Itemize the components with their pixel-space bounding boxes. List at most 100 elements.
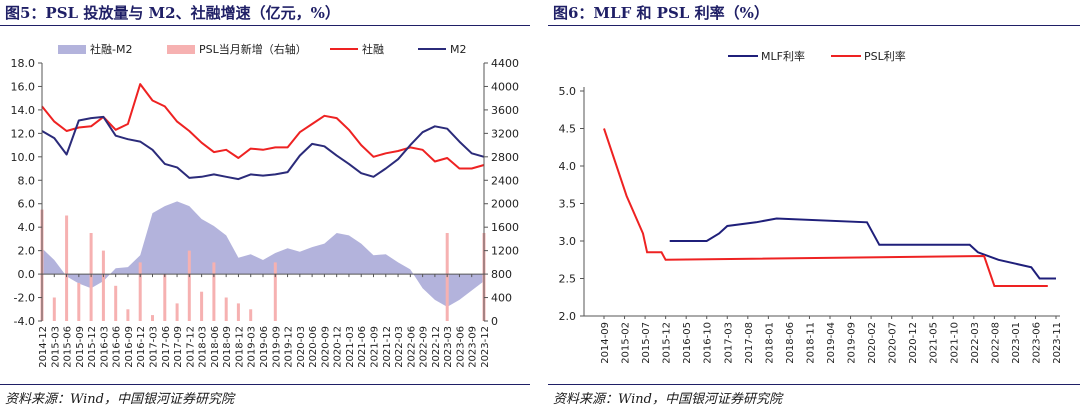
x-tick-label: 2022-08 [990,322,1001,364]
left-chart-svg: 18.0 16.0 14.0 12.0 10.0 8.0 6.0 4.0 2.0 0.0 -2.0 -… [11,42,520,368]
y-tick-label: 16.0 [11,80,36,93]
right-title-rule [548,25,1080,26]
x-tick-label: 2022-03 [970,322,981,364]
x-tick-label: 2016-09 [124,326,135,368]
psl-bar [200,291,204,321]
x-tick-label: 2021-06 [357,326,368,368]
x-tick-label: 2020-03 [296,326,307,368]
left-source-rule [0,384,530,385]
y2-tick-label: 4000 [491,80,519,93]
psl-bar [273,262,277,321]
x-tick-label: 2019-04 [826,322,837,364]
y2-tick-label: 0 [491,315,498,328]
x-tick-label: 2015-07 [641,322,652,364]
psl-bar [212,262,216,321]
x-tick-label: 2018-06 [785,322,796,364]
x-tick-label: 2014-12 [38,326,49,368]
x-tick-label: 2017-06 [161,326,172,368]
psl-bar [126,309,130,321]
y2-tick-label: 4400 [491,57,519,70]
y-tick-label: 2.0 [18,245,36,258]
y-tick-label: 18.0 [11,57,36,70]
psl-bar [151,315,154,321]
x-tick-label: 2019-03 [247,326,258,368]
x-tick-label: 2020-06 [308,326,319,368]
psl-bar [65,215,69,321]
y-tick-label: -4.0 [14,315,35,328]
psl-bar [187,250,191,321]
x-tick-label: 2023-06 [1031,322,1042,364]
series-line-mlf-rate [669,217,1056,280]
x-tick-label: 2014-09 [600,322,611,364]
left-chart-title: 图5：PSL 投放量与 M2、社融增速（亿元，%） [5,4,340,22]
y-tick-label: 2.5 [559,273,577,286]
series-line-psl-rate [603,128,1048,287]
psl-bar [114,285,118,321]
y-tick-label: 10.0 [11,151,36,164]
legend-label: M2 [450,43,467,56]
x-tick-label: 2019-06 [259,326,270,368]
y2-tick-label: 3600 [491,104,519,117]
psl-bar [224,297,228,321]
x-tick-label: 2022-12 [431,326,442,368]
y2-tick-label: 3200 [491,127,519,140]
y-tick-label: 0.0 [18,268,36,281]
psl-bar [236,303,240,321]
x-tick-label: 2022-09 [419,326,430,368]
x-tick-label: 2017-09 [173,326,184,368]
right-source-note: 资料来源：Wind，中国银河证券研究院 [553,392,782,407]
legend-label: PSL利率 [864,49,906,63]
x-tick-label: 2017-03 [723,322,734,364]
y-tick-label: 3.5 [559,198,577,211]
y-tick-label: 6.0 [18,198,36,211]
x-tick-label: 2015-12 [662,322,673,364]
y2-tick-label: 2400 [491,174,519,187]
psl-bar [175,303,179,321]
x-tick-label: 2021-10 [949,322,960,364]
right-chart-title: 图6：MLF 和 PSL 利率（%） [553,4,769,22]
psl-bar [163,274,167,321]
x-tick-label: 2015-12 [87,326,98,368]
x-tick-label: 2016-06 [112,326,123,368]
x-tick-label: 2018-01 [764,322,775,364]
psl-bar [138,262,142,321]
x-tick-label: 2015-06 [63,326,74,368]
x-tick-label: 2016-12 [136,326,147,368]
x-tick-label: 2020-07 [888,322,899,364]
x-tick-label: 2021-03 [345,326,356,368]
x-tick-label: 2017-03 [149,326,160,368]
y2-tick-label: 800 [491,268,512,281]
right-chart-svg: 5.0 4.5 4.0 3.5 3.0 2.5 2.0 2014-09 2015-02 2015-… [559,49,1064,364]
y-tick-label: 4.0 [18,221,36,234]
y2-tick-label: 1200 [491,245,519,258]
right-chart-panel: 图6：MLF 和 PSL 利率（%） 5.0 4.5 4.0 3.5 3.0 2.5 2.0… [548,0,1080,409]
legend-label: MLF利率 [761,49,805,63]
series-line-she-rong [41,83,485,170]
x-tick-label: 2022-03 [394,326,405,368]
x-tick-label: 2016-10 [703,322,714,364]
x-tick-label: 2017-12 [185,326,196,368]
x-tick-label: 2016-03 [99,326,110,368]
x-tick-label: 2023-09 [468,326,479,368]
left-chart-panel: 图5：PSL 投放量与 M2、社融增速（亿元，%） 18.0 16.0 14.0 12… [0,0,530,409]
y-tick-label: 8.0 [18,174,36,187]
legend-label: 社融 [362,42,384,56]
x-tick-label: 2020-02 [867,322,878,364]
y2-tick-label: 400 [491,292,512,305]
x-tick-label: 2018-12 [234,326,245,368]
x-tick-label: 2019-09 [847,322,858,364]
x-tick-label: 2021-12 [382,326,393,368]
psl-bar [101,250,105,321]
x-tick-label: 2023-01 [1011,322,1022,364]
x-tick-label: 2023-11 [1052,322,1063,364]
x-tick-label: 2023-12 [480,326,491,368]
x-tick-label: 2023-03 [443,326,454,368]
series-area-she-rong-minus-m2 [42,201,484,307]
y-tick-label: 4.0 [559,160,577,173]
x-tick-label: 2017-08 [744,322,755,364]
y-tick-label: 5.0 [559,85,577,98]
x-tick-label: 2018-09 [222,326,233,368]
left-source-note: 资料来源：Wind，中国银河证券研究院 [5,392,234,407]
x-tick-label: 2019-09 [271,326,282,368]
left-title-rule [0,25,530,26]
